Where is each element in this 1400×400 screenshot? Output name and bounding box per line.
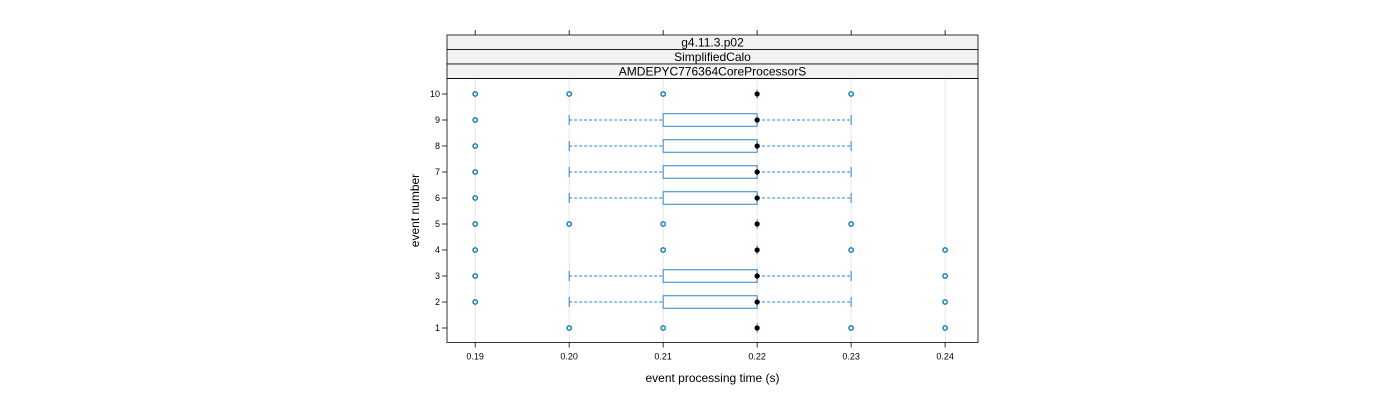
outlier-point <box>472 273 479 279</box>
strip-2-label: SimplifiedCalo <box>674 50 751 64</box>
strip-1-label: g4.11.3.p02 <box>681 36 744 50</box>
event-5-box <box>472 219 855 229</box>
outlier-point <box>472 143 479 149</box>
y-axis-title: event number <box>408 174 422 247</box>
x-tick-label: 0.22 <box>748 352 766 362</box>
x-axis-title: event processing time (s) <box>645 371 779 385</box>
panel-border <box>446 78 979 343</box>
y-tick-label: 2 <box>435 297 440 307</box>
strip-3-label: AMDEPYC776364CoreProcessorS <box>619 65 806 79</box>
event-2-box <box>472 295 949 309</box>
outlier-point <box>848 91 855 97</box>
outlier-point <box>566 91 573 97</box>
outlier-point <box>942 299 949 305</box>
y-tick-label: 10 <box>430 89 440 99</box>
top-axis-ticks <box>474 30 946 35</box>
outlier-point <box>472 221 479 227</box>
x-tick-label: 0.19 <box>466 352 484 362</box>
x-tick-label: 0.23 <box>842 352 860 362</box>
event-1-box <box>566 323 949 333</box>
median-point <box>754 117 760 123</box>
box-iqr <box>662 139 758 153</box>
median-point <box>754 325 760 331</box>
box-series <box>472 89 949 333</box>
outlier-point <box>566 221 573 227</box>
median-point <box>754 143 760 149</box>
outlier-point <box>848 325 855 331</box>
y-axis: 1 2 3 4 5 6 7 8 9 10 <box>430 89 447 333</box>
outlier-point <box>472 169 479 175</box>
event-6-box <box>472 191 852 205</box>
event-4-box <box>472 245 949 255</box>
median-point <box>754 299 760 305</box>
median-point <box>754 169 760 175</box>
x-tick-label: 0.24 <box>936 352 954 362</box>
outlier-point <box>566 325 573 331</box>
y-tick-label: 5 <box>435 219 440 229</box>
median-point <box>754 91 760 97</box>
strip-header: g4.11.3.p02 SimplifiedCalo AMDEPYC776364… <box>446 34 979 79</box>
box-iqr <box>662 113 758 127</box>
outlier-point <box>660 221 667 227</box>
outlier-point <box>472 91 479 97</box>
outlier-point <box>472 117 479 123</box>
outlier-point <box>472 299 479 305</box>
event-7-box <box>472 165 852 179</box>
event-10-box <box>472 89 855 99</box>
event-9-box <box>472 113 852 127</box>
box-iqr <box>662 295 758 309</box>
x-axis: 0.19 0.20 0.21 0.22 0.23 0.24 <box>466 342 954 362</box>
outlier-point <box>942 273 949 279</box>
outlier-point <box>942 325 949 331</box>
outlier-point <box>472 195 479 201</box>
median-point <box>754 273 760 279</box>
outlier-point <box>942 247 949 253</box>
median-point <box>754 221 760 227</box>
x-tick-label: 0.20 <box>560 352 578 362</box>
median-point <box>754 247 760 253</box>
median-point <box>754 195 760 201</box>
outlier-point <box>660 325 667 331</box>
box-iqr <box>662 269 758 283</box>
y-tick-label: 3 <box>435 271 440 281</box>
box-iqr <box>662 191 758 205</box>
outlier-point <box>660 91 667 97</box>
plot-panel <box>446 78 979 343</box>
y-tick-label: 6 <box>435 193 440 203</box>
box-iqr <box>662 165 758 179</box>
y-tick-label: 9 <box>435 115 440 125</box>
y-tick-label: 8 <box>435 141 440 151</box>
event-3-box <box>472 269 949 283</box>
outlier-point <box>848 221 855 227</box>
x-tick-label: 0.21 <box>654 352 672 362</box>
y-tick-label: 7 <box>435 167 440 177</box>
event-8-box <box>472 139 852 153</box>
outlier-point <box>848 247 855 253</box>
y-tick-label: 1 <box>435 323 440 333</box>
outlier-point <box>660 247 667 253</box>
y-tick-label: 4 <box>435 245 440 255</box>
outlier-point <box>472 247 479 253</box>
